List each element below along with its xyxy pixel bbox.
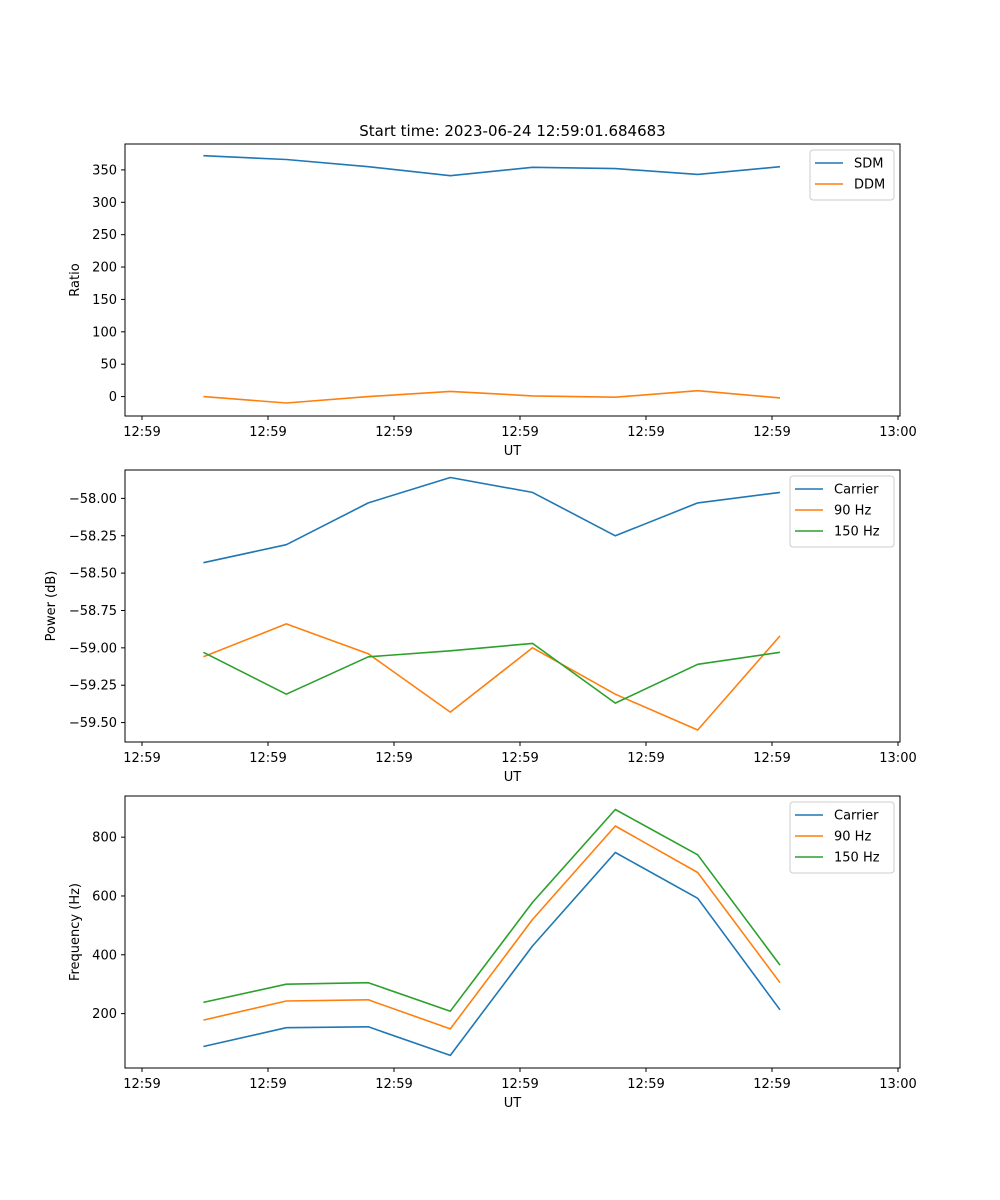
- y-tick-label: 800: [92, 831, 117, 846]
- y-axis-label: Power (dB): [44, 571, 59, 642]
- x-tick-label: 12:59: [753, 425, 790, 440]
- x-tick-label: 12:59: [501, 425, 538, 440]
- x-tick-label: 13:00: [879, 751, 916, 766]
- series-line-ddm: [203, 389, 781, 404]
- series-line-90-hz: [203, 825, 781, 1030]
- legend-label: SDM: [854, 157, 883, 172]
- y-tick-label: 50: [100, 358, 117, 373]
- y-axis-label: Ratio: [68, 263, 83, 296]
- panel-2: 12:59 12:59 12:59 12:59 12:59 12:59 13:00 UT −59…: [44, 469, 917, 785]
- x-tick-label: 12:59: [627, 1077, 664, 1092]
- x-tick-label: 12:59: [627, 751, 664, 766]
- y-tick-label: 300: [92, 196, 117, 211]
- legend: SDM DDM: [809, 149, 895, 201]
- x-tick-label: 12:59: [753, 1077, 790, 1092]
- series-line-150-hz: [203, 642, 781, 704]
- x-tick-label: 12:59: [249, 751, 286, 766]
- panel-3: 12:59 12:59 12:59 12:59 12:59 12:59 13:00 UT 200…: [68, 795, 917, 1111]
- y-tick-label: −59.25: [69, 679, 117, 694]
- x-tick-label: 12:59: [753, 751, 790, 766]
- y-tick-label: 600: [92, 889, 117, 904]
- y-tick-label: −58.75: [69, 604, 117, 619]
- legend-label: 90 Hz: [834, 504, 871, 519]
- y-tick-label: 200: [92, 261, 117, 276]
- axes-frame: [124, 143, 901, 417]
- legend-label: DDM: [854, 178, 885, 193]
- x-tick-label: 12:59: [627, 425, 664, 440]
- series-line-90-hz: [203, 623, 781, 731]
- y-tick-label: 100: [92, 325, 117, 340]
- legend: Carrier 90 Hz 150 Hz: [789, 801, 895, 874]
- figure-title: Start time: 2023-06-24 12:59:01.684683: [359, 122, 665, 140]
- x-tick-label: 12:59: [501, 751, 538, 766]
- series-line-carrier: [203, 476, 781, 564]
- x-tick-label: 12:59: [123, 425, 160, 440]
- series-line-150-hz: [203, 808, 781, 1013]
- y-tick-label: −59.50: [69, 716, 117, 731]
- y-tick-label: −59.00: [69, 641, 117, 656]
- x-tick-label: 12:59: [375, 425, 412, 440]
- y-tick-label: 250: [92, 228, 117, 243]
- panel-1: 12:59 12:59 12:59 12:59 12:59 12:59 13:00 UT 0 50…: [68, 143, 917, 459]
- y-tick-label: −58.25: [69, 529, 117, 544]
- x-axis-label: UT: [504, 1096, 522, 1111]
- axes-frame: [124, 469, 901, 743]
- legend-label: 150 Hz: [834, 851, 880, 866]
- y-tick-label: −58.50: [69, 567, 117, 582]
- x-tick-label: 12:59: [123, 1077, 160, 1092]
- x-tick-label: 12:59: [249, 425, 286, 440]
- y-tick-label: 200: [92, 1007, 117, 1022]
- legend-box: [789, 475, 895, 548]
- panels: 12:59 12:59 12:59 12:59 12:59 12:59 13:00 UT 0 50…: [44, 143, 917, 1111]
- legend-label: Carrier: [834, 483, 879, 498]
- x-axis-label: UT: [504, 444, 522, 459]
- y-tick-label: 0: [109, 390, 117, 405]
- x-tick-label: 13:00: [879, 1077, 916, 1092]
- x-tick-label: 12:59: [375, 751, 412, 766]
- legend: Carrier 90 Hz 150 Hz: [789, 475, 895, 548]
- axes-frame: [124, 795, 901, 1069]
- y-axis-label: Frequency (Hz): [68, 883, 83, 981]
- x-tick-label: 12:59: [375, 1077, 412, 1092]
- x-axis-label: UT: [504, 770, 522, 785]
- legend-label: 90 Hz: [834, 830, 871, 845]
- legend-box: [789, 801, 895, 874]
- x-tick-label: 12:59: [123, 751, 160, 766]
- x-tick-label: 13:00: [879, 425, 916, 440]
- y-tick-label: 150: [92, 293, 117, 308]
- legend-label: Carrier: [834, 809, 879, 824]
- series-line-carrier: [203, 851, 781, 1057]
- legend-label: 150 Hz: [834, 525, 880, 540]
- y-tick-label: 400: [92, 948, 117, 963]
- x-tick-label: 12:59: [501, 1077, 538, 1092]
- series-line-sdm: [203, 154, 781, 177]
- x-tick-label: 12:59: [249, 1077, 286, 1092]
- y-tick-label: 350: [92, 163, 117, 178]
- y-tick-label: −58.00: [69, 492, 117, 507]
